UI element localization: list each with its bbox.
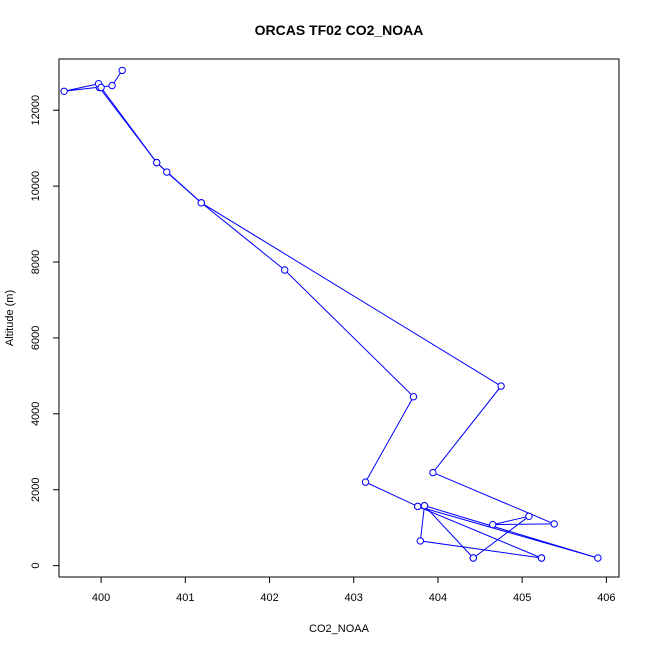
x-tick-label: 401: [176, 592, 194, 604]
data-point: [197, 199, 206, 207]
data-point: [97, 83, 105, 92]
chart-title: ORCAS TF02 CO2_NOAA: [255, 22, 424, 38]
data-point: [429, 468, 437, 477]
y-tick-label: 0: [30, 563, 42, 569]
x-axis: 400 401 402 403 404 405 406: [92, 577, 616, 604]
series-line: [63, 70, 555, 559]
data-point: [414, 502, 422, 511]
data-point: [525, 512, 533, 520]
data-point: [497, 382, 505, 390]
x-tick-label: 403: [345, 592, 363, 604]
data-point: [409, 393, 418, 401]
data-point: [420, 502, 429, 510]
y-tick-label: 6000: [30, 326, 42, 350]
y-tick-label: 8000: [30, 250, 42, 274]
data-point: [594, 554, 602, 562]
x-tick-label: 402: [260, 592, 278, 604]
y-tick-label: 2000: [30, 477, 42, 501]
y-axis: 0 2000 4000 6000 8000 10000 12000: [30, 95, 59, 569]
y-axis-label: Altitude (m): [4, 290, 16, 346]
data-point: [153, 158, 161, 167]
y-tick-label: 12000: [30, 95, 42, 126]
data-point: [163, 168, 171, 176]
data-point: [118, 66, 126, 75]
x-tick-label: 404: [429, 592, 447, 604]
data-point: [108, 81, 116, 90]
data-point: [361, 478, 370, 486]
data-point: [550, 520, 558, 528]
series-group: [60, 66, 602, 562]
series-line: [417, 505, 542, 559]
x-axis-label: CO2_NOAA: [309, 623, 370, 635]
plot-frame: [58, 58, 620, 578]
data-point: [469, 554, 477, 562]
x-tick-label: 405: [513, 592, 531, 604]
x-tick-label: 400: [92, 592, 110, 604]
y-tick-label: 4000: [30, 402, 42, 426]
data-point: [537, 554, 546, 562]
y-tick-label: 10000: [30, 171, 42, 202]
data-point: [281, 266, 289, 274]
data-point: [60, 87, 68, 96]
series-line: [100, 87, 599, 559]
data-point: [489, 520, 497, 529]
data-point: [416, 537, 424, 545]
x-tick-label: 406: [597, 592, 615, 604]
